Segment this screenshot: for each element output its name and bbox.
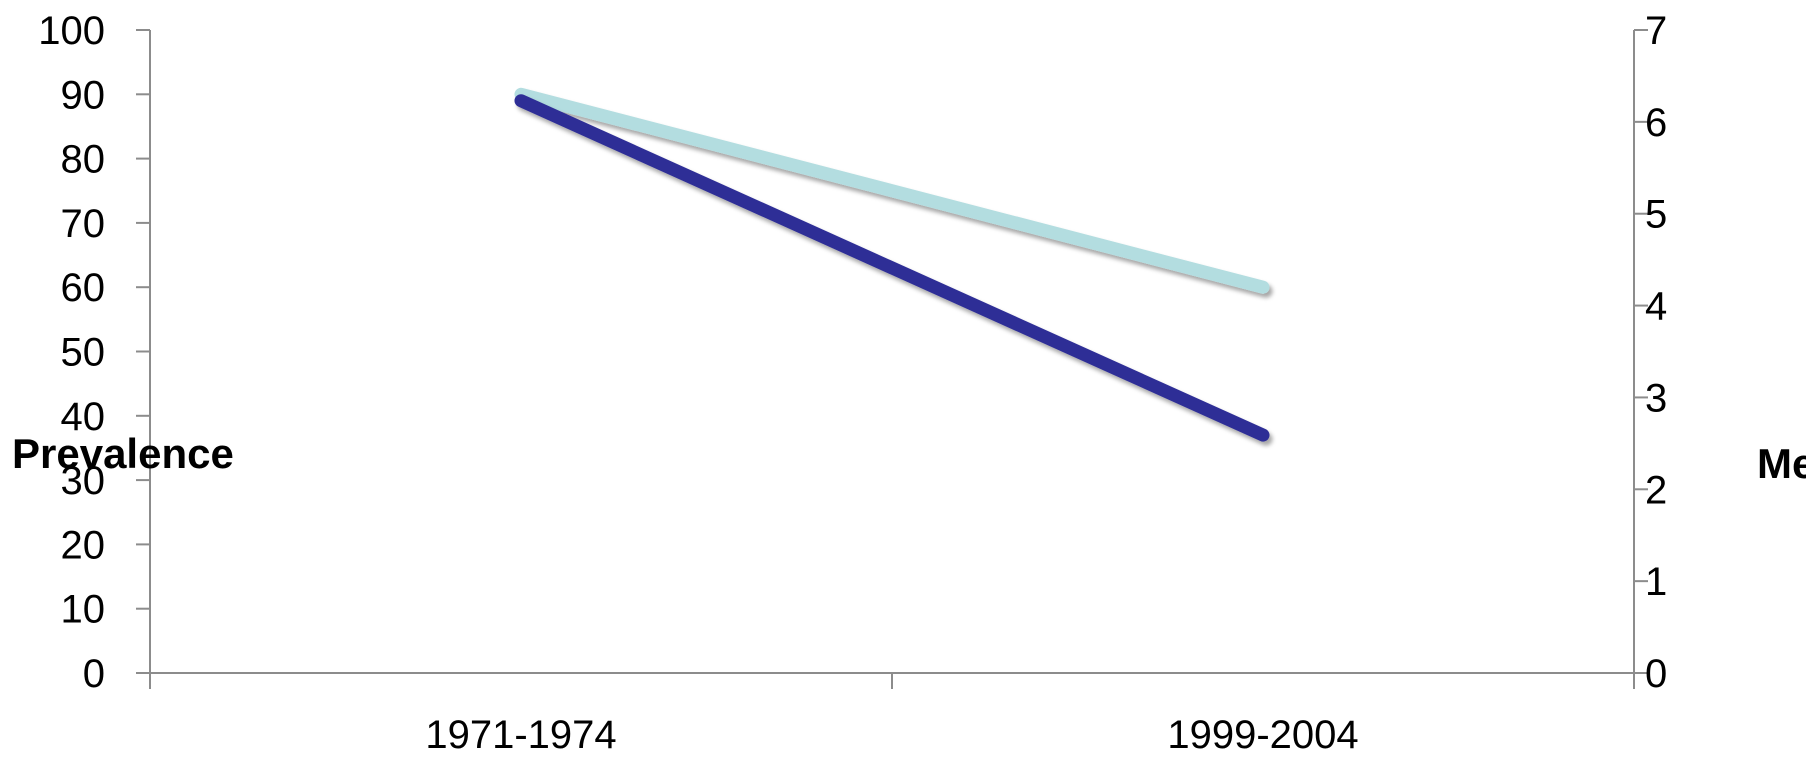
series-line-2 [514,94,1270,442]
right-y-tick-label: 0 [1645,652,1667,696]
x-tick-label: 1971-1974 [425,713,616,757]
right-y-tick-label: 3 [1645,376,1667,420]
left-y-tick-label: 70 [61,202,106,246]
right-y-tick-label: 4 [1645,285,1667,329]
left-y-tick-label: 90 [61,73,106,117]
left-y-tick-label: 50 [61,331,106,375]
right-y-tick-label: 2 [1645,468,1667,512]
x-tick-label: 1999-2004 [1167,713,1358,757]
right-axis-title: Me [1757,440,1806,487]
right-y-tick-label: 1 [1645,560,1667,604]
left-y-tick-label: 20 [61,523,106,567]
left-y-tick-label: 40 [61,395,106,439]
axes: 0 10 20 30 40 50 60 70 80 90 100 0 1 2 3 4 5 6 7 1971-1974 1… [38,9,1667,757]
left-y-tick-label: 30 [61,459,106,503]
right-y-tick-label: 7 [1645,9,1667,53]
left-y-tick-label: 10 [61,588,106,632]
series-layer [514,87,1270,442]
left-y-tick-label: 60 [61,266,106,310]
left-axis-title: Prevalence [12,430,234,477]
series-line-1 [514,87,1270,294]
right-y-tick-label: 6 [1645,101,1667,145]
left-y-tick-label: 0 [83,652,105,696]
right-y-tick-label: 5 [1645,193,1667,237]
left-y-tick-label: 100 [38,9,105,53]
left-y-tick-label: 80 [61,138,106,182]
